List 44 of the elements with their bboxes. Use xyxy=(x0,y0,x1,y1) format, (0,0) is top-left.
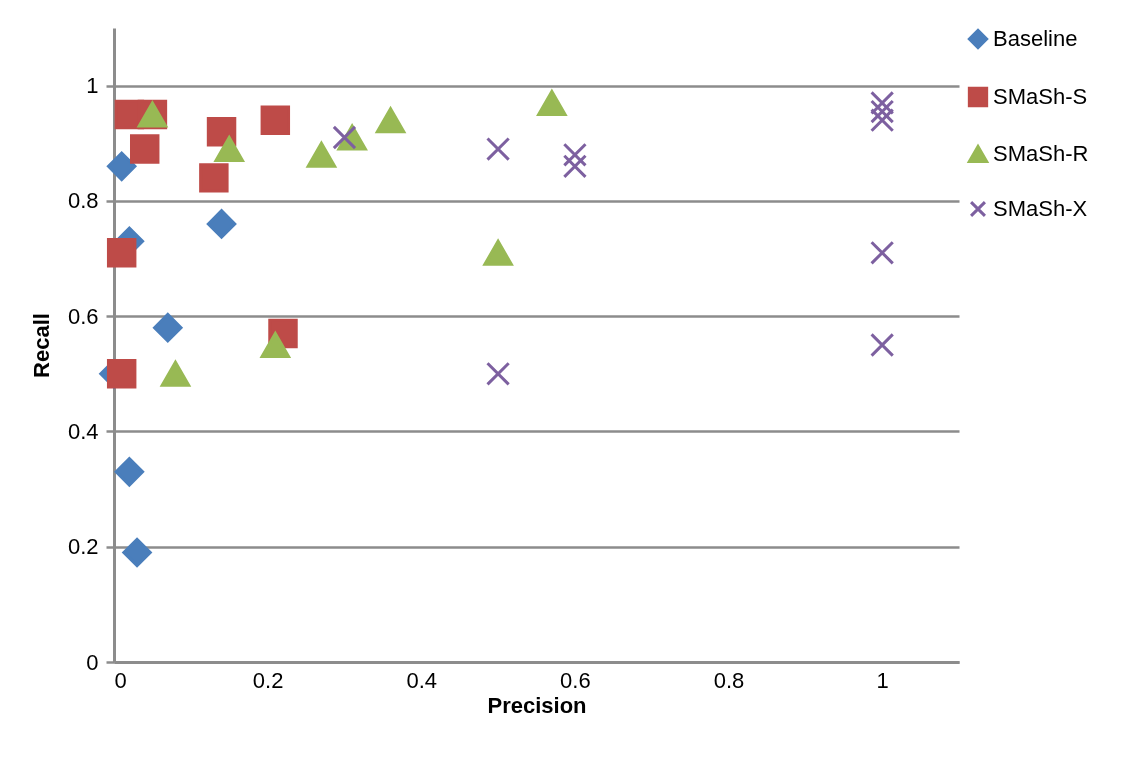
point xyxy=(870,332,895,358)
point xyxy=(375,107,406,134)
point xyxy=(260,105,291,135)
point xyxy=(870,99,895,124)
point xyxy=(214,136,244,162)
legend-label: Baseline xyxy=(993,26,1078,51)
point xyxy=(106,238,137,268)
point xyxy=(483,239,513,266)
y-tick-label: 0.2 xyxy=(67,534,99,560)
y-axis-title: Recall xyxy=(28,313,54,378)
x-tick-label: 1 xyxy=(876,667,889,693)
point xyxy=(106,359,137,389)
point xyxy=(870,240,895,265)
x-tick-label: 0 xyxy=(114,667,127,693)
point xyxy=(130,134,160,164)
point xyxy=(870,90,895,116)
point xyxy=(486,136,511,162)
point xyxy=(206,209,237,239)
point xyxy=(160,360,191,387)
point xyxy=(537,89,567,116)
legend-label: SMaSh-S xyxy=(993,84,1088,109)
point xyxy=(562,154,587,179)
y-tick-label: 0.8 xyxy=(67,188,99,214)
point xyxy=(870,108,895,133)
point xyxy=(153,312,183,343)
point xyxy=(122,537,152,568)
x-tick-label: 0.8 xyxy=(713,667,745,693)
x-tick-label: 0.4 xyxy=(406,667,438,693)
point xyxy=(306,141,337,168)
y-tick-label: 0.4 xyxy=(67,418,99,444)
y-tick-label: 0.6 xyxy=(67,303,99,329)
x-tick-label: 0.6 xyxy=(560,667,591,693)
point xyxy=(486,361,511,386)
y-tick-label: 0 xyxy=(86,649,99,675)
point xyxy=(114,457,145,487)
point xyxy=(106,151,137,182)
legend-label: SMaSh-X xyxy=(993,196,1088,221)
y-tick-label: 1 xyxy=(86,73,99,99)
legend-label: SMaSh-R xyxy=(993,141,1089,166)
point xyxy=(260,332,291,358)
x-tick-label: 0.2 xyxy=(252,667,284,693)
point xyxy=(562,142,587,167)
point xyxy=(199,163,229,193)
x-axis-title: Precision xyxy=(487,692,587,718)
